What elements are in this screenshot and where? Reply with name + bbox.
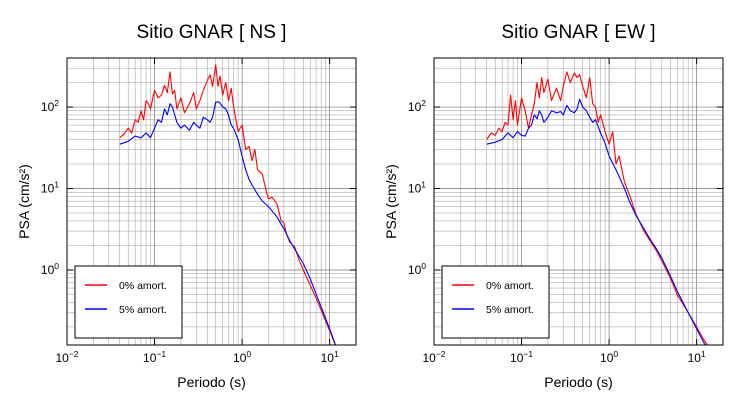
chart-title: Sitio GNAR [ NS ]	[137, 22, 287, 43]
legend-box	[441, 265, 550, 339]
y-tick-label: 101	[408, 180, 426, 196]
series-lines	[486, 71, 709, 345]
y-axis-label: PSA (cm/s²)	[383, 164, 399, 239]
series-line-5-amort	[486, 98, 706, 345]
y-tick-label: 100	[41, 261, 59, 277]
series-lines	[119, 64, 337, 345]
legend-label-5-amort: 5% amort.	[486, 304, 534, 316]
y-tick-label: 102	[408, 98, 426, 114]
x-tick-label: 100	[233, 349, 251, 365]
ticks: 10−2 10−1 100 101 100 101 102	[41, 58, 356, 365]
chart-title: Sitio GNAR [ EW ]	[501, 22, 655, 43]
series-line-0-amort	[486, 71, 709, 345]
y-tick-label: 101	[41, 180, 59, 196]
ticks: 10−2 10−1 100 101 100 101 102	[408, 58, 723, 365]
legend-box	[74, 265, 183, 339]
x-tick-label: 10−1	[143, 349, 166, 365]
panel-ns: 10−2 10−1 100 101 100 101 102 Sitio GNAR [ NS …	[16, 22, 357, 390]
plot-frame	[66, 57, 357, 346]
legend-label-0-amort: 0% amort.	[119, 280, 167, 292]
plot-frame	[433, 57, 724, 346]
x-tick-label: 101	[688, 349, 706, 365]
x-axis-label: Periodo (s)	[544, 374, 612, 390]
legend: 0% amort. 5% amort.	[74, 265, 183, 339]
x-tick-label: 10−2	[422, 349, 445, 365]
series-line-5-amort	[119, 101, 337, 345]
legend-label-5-amort: 5% amort.	[119, 304, 167, 316]
x-tick-label: 100	[600, 349, 618, 365]
legend: 0% amort. 5% amort.	[441, 265, 550, 339]
series-line-0-amort	[119, 64, 336, 345]
x-axis-label: Periodo (s)	[177, 374, 245, 390]
y-tick-label: 102	[41, 98, 59, 114]
x-tick-label: 101	[321, 349, 339, 365]
y-axis-label: PSA (cm/s²)	[16, 164, 32, 239]
x-tick-label: 10−1	[510, 349, 533, 365]
y-tick-label: 100	[408, 261, 426, 277]
legend-label-0-amort: 0% amort.	[486, 280, 534, 292]
x-tick-label: 10−2	[55, 349, 78, 365]
panel-ew: 10−2 10−1 100 101 100 101 102 Sitio GNAR [ EW …	[383, 22, 724, 390]
